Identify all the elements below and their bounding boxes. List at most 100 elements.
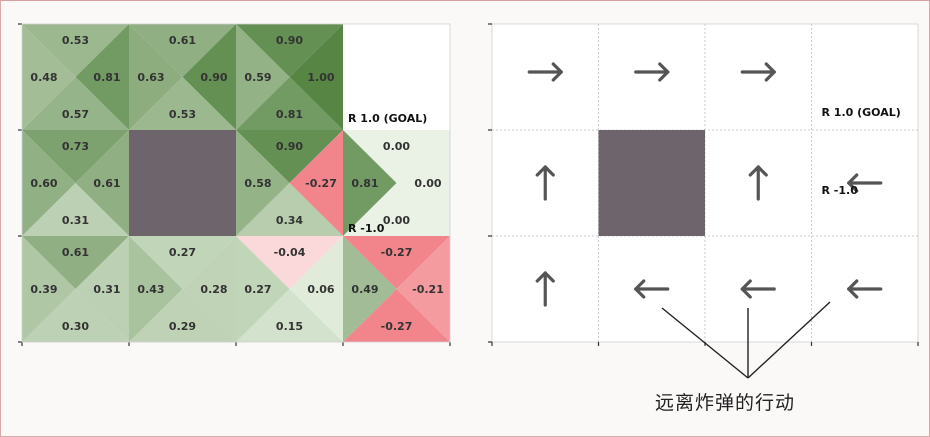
goal-reward-label: R 1.0 (GOAL)	[348, 112, 427, 125]
q-value-down: 0.81	[276, 108, 303, 121]
arrow-left-icon	[847, 279, 883, 299]
wall-cell	[129, 130, 236, 236]
bomb-reward-label: R -1.0	[348, 222, 385, 235]
q-triangle-up	[22, 236, 129, 289]
q-value-down: 0.00	[383, 214, 410, 227]
q-value-up: 0.00	[383, 140, 410, 153]
q-triangle-up	[236, 130, 343, 183]
policy-cell	[740, 279, 776, 299]
q-value-left: 0.59	[244, 71, 271, 84]
q-value-right: 1.00	[307, 71, 334, 84]
q-triangle-right	[75, 236, 129, 342]
q-value-right: 0.81	[93, 71, 120, 84]
q-cell: 0.61 0.30 0.39 0.31	[22, 236, 129, 342]
q-value-grid: 0.53 0.57 0.48 0.81 0.61 0.53 0.63 0.90 0.90 0.81…	[18, 23, 451, 346]
policy-cell	[740, 62, 776, 82]
q-triangle-down	[236, 183, 343, 236]
q-value-left: 0.81	[351, 177, 378, 190]
q-triangle-up	[129, 24, 236, 77]
q-triangle-left	[22, 236, 76, 342]
q-cell: 0.90 0.81 0.59 1.00	[236, 24, 343, 130]
q-value-up: 0.90	[276, 34, 303, 47]
q-value-right: 0.31	[93, 283, 120, 296]
q-triangle-right	[182, 24, 236, 130]
q-value-up: -0.27	[381, 246, 413, 259]
q-triangle-left	[236, 24, 290, 130]
q-triangle-up	[236, 24, 343, 77]
q-triangle-right	[182, 236, 236, 342]
q-value-right: 0.06	[307, 283, 334, 296]
policy-cell	[598, 130, 705, 236]
policy-cell	[847, 279, 883, 299]
q-value-left: 0.39	[30, 283, 57, 296]
q-cell: 0.90 0.34 0.58 -0.27	[236, 130, 343, 236]
q-triangle-left	[343, 130, 397, 236]
q-value-down: 0.30	[62, 320, 89, 333]
q-cell: 0.27 0.29 0.43 0.28	[129, 236, 236, 342]
policy-cell: R -1.0	[822, 173, 883, 197]
q-triangle-left	[236, 236, 290, 342]
q-value-up: 0.73	[62, 140, 89, 153]
q-value-right: 0.90	[200, 71, 227, 84]
arrow-left-icon	[740, 279, 776, 299]
q-value-left: 0.58	[244, 177, 271, 190]
q-triangle-down	[343, 289, 450, 342]
arrow-left-icon	[634, 279, 670, 299]
q-value-left: 0.49	[351, 283, 378, 296]
policy-cell	[634, 279, 670, 299]
q-grid-border	[21, 23, 451, 343]
goal-reward-label: R 1.0 (GOAL)	[822, 106, 901, 119]
q-triangle-left	[129, 24, 183, 130]
q-triangle-up	[22, 24, 129, 77]
callout-line	[747, 301, 831, 379]
q-triangle-down	[129, 289, 236, 342]
q-cell	[129, 130, 236, 236]
q-triangle-right	[396, 236, 450, 342]
arrow-up-icon	[535, 165, 555, 201]
q-triangle-down	[129, 77, 236, 130]
bomb-reward-label: R -1.0	[822, 184, 859, 197]
q-value-right: 0.28	[200, 283, 227, 296]
policy-cell	[748, 165, 768, 201]
policy-cell	[527, 62, 563, 82]
q-cell: 0.61 0.53 0.63 0.90	[129, 24, 236, 130]
q-cell: R 1.0 (GOAL)	[343, 24, 450, 130]
q-value-left: 0.43	[137, 283, 164, 296]
q-value-down: -0.27	[381, 320, 413, 333]
q-triangle-left	[129, 236, 183, 342]
q-triangle-up	[236, 236, 343, 289]
q-value-up: 0.27	[169, 246, 196, 259]
q-cell: -0.27 -0.27 0.49 -0.21	[343, 236, 450, 342]
q-triangle-up	[129, 236, 236, 289]
q-triangle-right	[289, 24, 343, 130]
q-cell: -0.04 0.15 0.27 0.06	[236, 236, 343, 342]
q-value-up: -0.04	[274, 246, 306, 259]
q-triangle-up	[22, 130, 129, 183]
policy-cell: R 1.0 (GOAL)	[822, 106, 901, 119]
q-triangle-up	[343, 130, 450, 183]
arrow-right-icon	[740, 62, 776, 82]
q-triangle-right	[75, 130, 129, 236]
q-triangle-right	[289, 130, 343, 236]
q-triangle-right	[75, 24, 129, 130]
q-value-down: 0.34	[276, 214, 303, 227]
arrow-left-icon	[847, 173, 883, 193]
q-value-up: 0.61	[62, 246, 89, 259]
q-value-left: 0.27	[244, 283, 271, 296]
q-value-left: 0.48	[30, 71, 57, 84]
q-triangle-left	[343, 236, 397, 342]
q-triangle-left	[236, 130, 290, 236]
policy-cell	[535, 165, 555, 201]
policy-cell	[634, 62, 670, 82]
q-value-down: 0.31	[62, 214, 89, 227]
q-value-up: 0.53	[62, 34, 89, 47]
q-triangle-down	[22, 183, 129, 236]
policy-cell	[535, 271, 555, 307]
q-value-up: 0.90	[276, 140, 303, 153]
q-triangle-left	[22, 130, 76, 236]
q-value-down: 0.53	[169, 108, 196, 121]
q-value-down: 0.29	[169, 320, 196, 333]
q-value-left: 0.60	[30, 177, 57, 190]
q-value-right: -0.21	[412, 283, 444, 296]
